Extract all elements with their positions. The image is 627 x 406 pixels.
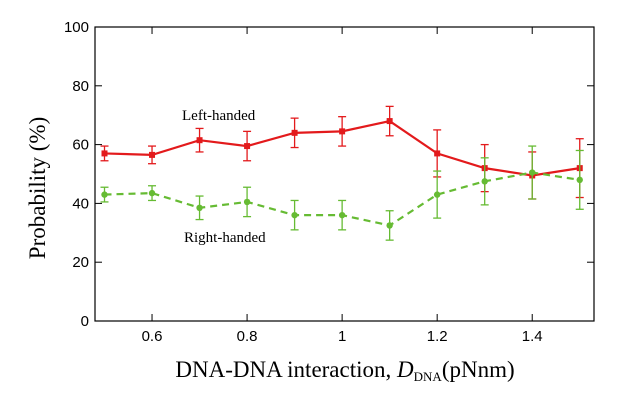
data-point [148, 189, 156, 197]
y-tick-label: 80 [72, 78, 89, 95]
x-axis-title-text: DNA-DNA interaction, [175, 357, 397, 382]
x-tick-label: 1.2 [427, 328, 448, 345]
data-point [434, 150, 441, 157]
y-tick-label: 60 [72, 137, 89, 154]
data-point [243, 198, 251, 206]
data-point [338, 211, 346, 219]
x-axis-title: DNA-DNA interaction, DDNA(pNnm) [175, 357, 514, 384]
data-point [529, 169, 536, 176]
data-point [481, 178, 488, 185]
ticks-layer: 0 20 40 60 80 100 0.6 0.8 1 1.2 1.4 [64, 19, 594, 345]
x-axis-title-symbol: D [396, 357, 414, 382]
x-axis-title-subscript: DNA [414, 369, 443, 384]
y-axis-title: Probability (%) [25, 117, 50, 259]
x-tick-label: 0.6 [142, 328, 163, 345]
annotation-left-handed: Left-handed [182, 108, 256, 124]
data-point [101, 191, 108, 198]
x-tick-label: 1.4 [522, 328, 543, 345]
data-point [433, 191, 441, 198]
annotation-right-handed: Right-handed [184, 230, 266, 246]
x-tick-label: 1 [338, 328, 346, 345]
data-point [386, 222, 393, 229]
series-left-handed [100, 105, 584, 200]
y-tick-label: 0 [81, 313, 89, 330]
data-point [291, 211, 298, 219]
data-point [576, 176, 583, 184]
data-point [149, 151, 156, 158]
series-layer [100, 105, 584, 241]
data-point [101, 150, 108, 157]
data-point [339, 128, 346, 135]
x-tick-label: 0.8 [237, 328, 258, 345]
data-point [196, 204, 203, 212]
y-tick-label: 40 [72, 195, 89, 212]
data-point [196, 137, 203, 144]
data-point [244, 143, 251, 150]
x-axis-title-unit: (pNnm) [442, 357, 515, 382]
series-right-handed [100, 145, 584, 241]
y-tick-label: 100 [64, 19, 89, 36]
plot-frame [94, 26, 595, 322]
y-tick-label: 20 [72, 254, 89, 271]
data-point [291, 129, 298, 136]
data-point [386, 118, 393, 125]
